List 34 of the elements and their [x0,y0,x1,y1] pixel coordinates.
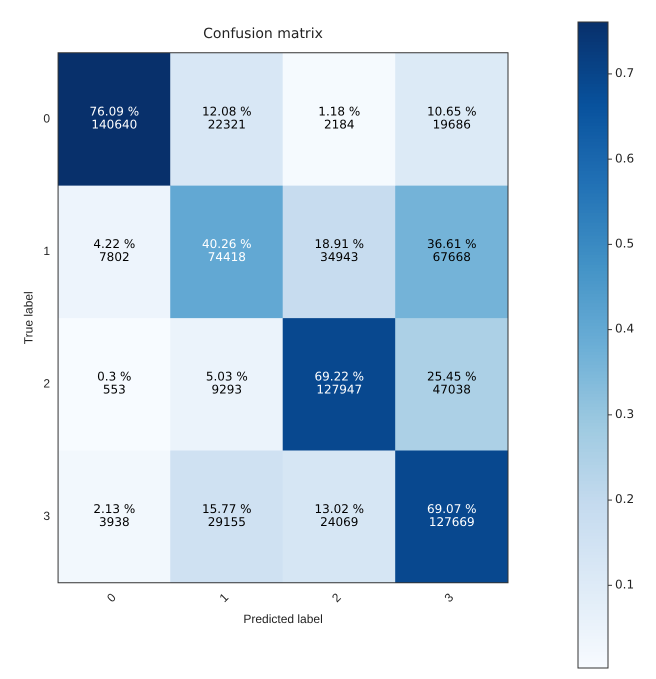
y-tick-label: 3 [43,508,50,523]
color-bar-label: 0.3 [615,406,634,421]
data-label: 0.3 % 553 [97,370,132,397]
x-tick-label: 0 [104,590,119,605]
y-tick-label: 0 [43,111,50,126]
color-bar-label: 0.1 [615,577,634,592]
y-tick-label: 1 [43,244,50,258]
y-axis-title: True label [22,291,36,344]
color-bar-label: 0.7 [615,66,634,80]
y-tick-label: 2 [43,376,50,390]
data-label: 76.09 % 140640 [90,104,140,132]
color-bar-label: 0.5 [615,236,634,251]
data-label: 13.02 % 24069 [314,502,364,530]
data-label: 12.08 % 22321 [202,104,252,132]
data-label: 40.26 % 74418 [202,237,252,264]
x-axis-title: Predicted label [243,612,323,626]
data-label: 1.18 % 2184 [318,104,360,132]
data-label: 10.65 % 19686 [426,104,477,132]
data-label: 25.45 % 47038 [426,370,477,397]
color-bar-label: 0.2 [615,492,634,506]
data-label: 4.22 % 7802 [93,237,136,264]
data-label: 69.22 % 127947 [314,370,364,397]
data-label: 18.91 % 34943 [314,237,364,264]
color-bar-label: 0.6 [615,151,634,166]
data-label: 2.13 % 3938 [93,502,136,530]
x-tick-label: 2 [329,590,344,605]
chart-title: Confusion matrix [203,26,323,42]
data-label: 15.77 % 29155 [202,502,252,530]
data-label: 69.07 % 127669 [426,502,477,530]
data-label: 5.03 % 9293 [206,370,248,397]
x-tick-label: 1 [216,590,232,605]
x-tick-label: 3 [442,590,456,605]
data-label: 36.61 % 67668 [426,237,477,264]
color-bar-label: 0.4 [615,322,634,336]
